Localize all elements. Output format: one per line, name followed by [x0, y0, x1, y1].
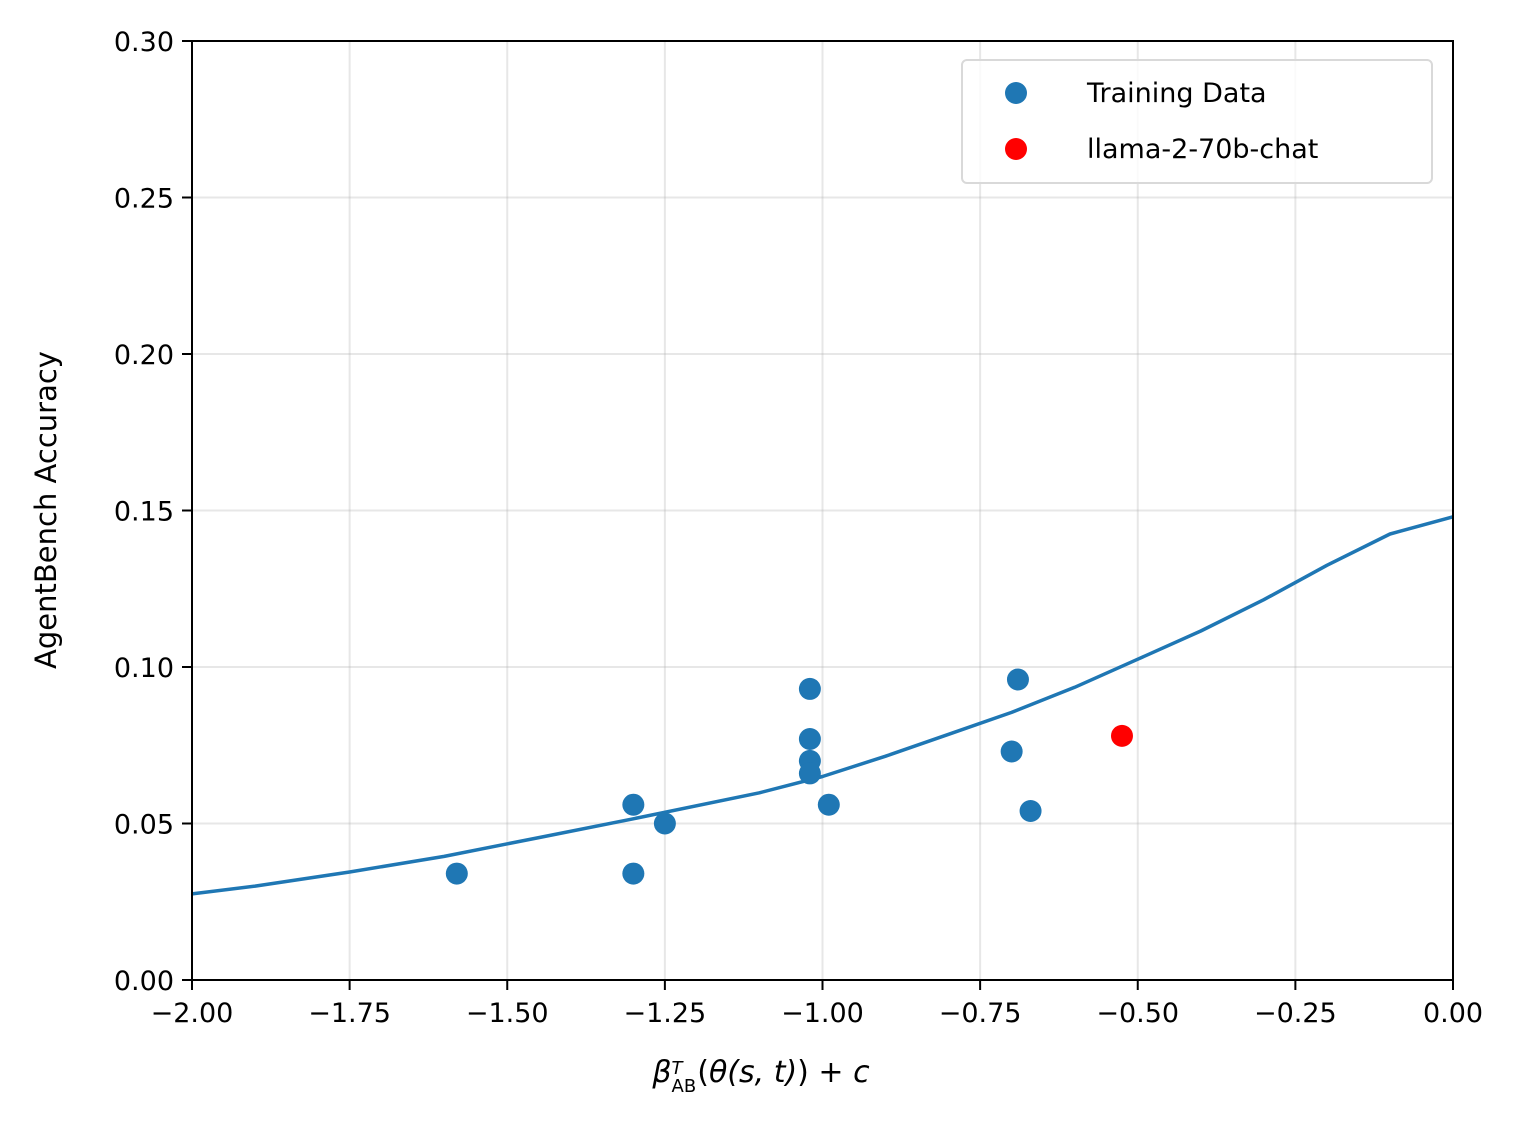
x-label-open: (: [697, 1055, 709, 1090]
x-label-theta: θ: [708, 1055, 728, 1090]
training-data-point: [622, 862, 645, 885]
training-data-point: [622, 793, 645, 816]
training-data-point: [798, 727, 821, 750]
y-tick-label: 0.25: [114, 184, 174, 215]
y-tick-label: 0.30: [114, 27, 174, 58]
training-data-point: [653, 812, 676, 835]
x-label-args: (s, t): [727, 1055, 798, 1090]
y-tick-label: 0.10: [114, 653, 174, 684]
training-data-point: [1006, 668, 1029, 691]
y-tick-label: 0.20: [114, 340, 174, 371]
x-tick-label: −0.75: [939, 998, 1022, 1029]
training-data-point: [445, 862, 468, 885]
grid: [191, 40, 1454, 981]
x-axis-label: β T AB (θ(s, t)) + c: [0, 1055, 1522, 1096]
x-axis-ticks: −2.00 −1.75 −1.50 −1.25 −1.00 −0.75 −0.50 −0.25…: [151, 980, 1483, 1029]
training-data-point: [1019, 799, 1042, 822]
fit-curve-layer: [191, 515, 1454, 896]
x-tick-label: −0.50: [1096, 998, 1179, 1029]
legend-marker-llama: [1005, 138, 1027, 160]
x-label-c: c: [853, 1055, 870, 1090]
legend-label-llama: llama-2-70b-chat: [1087, 133, 1319, 165]
x-label-sub: AB: [671, 1075, 697, 1097]
legend-marker-training: [1005, 82, 1027, 104]
legend: Training Data llama-2-70b-chat: [961, 59, 1433, 184]
y-axis-label: AgentBench Accuracy: [29, 351, 63, 669]
y-tick-label: 0.00: [114, 966, 174, 997]
training-data-point: [1000, 740, 1023, 763]
x-label-close: ) +: [797, 1055, 854, 1090]
x-tick-label: 0.00: [1423, 998, 1483, 1029]
points-layer: [445, 668, 1133, 885]
x-tick-label: −1.00: [781, 998, 864, 1029]
x-tick-label: −1.25: [624, 998, 707, 1029]
x-tick-label: −1.50: [466, 998, 549, 1029]
x-label-sup: T: [671, 1057, 683, 1079]
x-tick-label: −1.75: [308, 998, 391, 1029]
legend-label-training: Training Data: [1087, 77, 1267, 109]
training-data-point: [817, 793, 840, 816]
y-tick-label: 0.15: [114, 497, 174, 528]
x-tick-label: −0.25: [1254, 998, 1337, 1029]
training-data-point: [798, 762, 821, 785]
llama-2-70b-chat-point: [1110, 724, 1133, 747]
x-tick-label: −2.00: [151, 998, 234, 1029]
fit-curve-line: [191, 515, 1454, 896]
x-label-beta: β: [652, 1055, 672, 1090]
y-axis-ticks: 0.00 0.05 0.10 0.15 0.20 0.25 0.30: [114, 27, 192, 997]
training-data-point: [798, 677, 821, 700]
y-tick-label: 0.05: [114, 810, 174, 841]
